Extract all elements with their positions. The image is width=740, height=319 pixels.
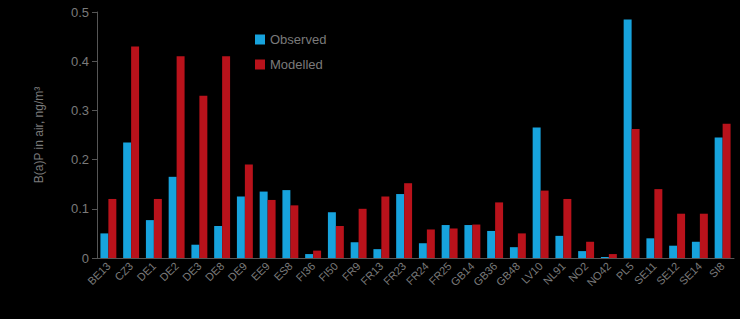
svg-text:0.2: 0.2 bbox=[71, 152, 89, 167]
svg-text:NO2: NO2 bbox=[565, 259, 591, 285]
svg-text:ES8: ES8 bbox=[271, 260, 294, 283]
svg-text:SE14: SE14 bbox=[677, 260, 704, 287]
svg-text:EE9: EE9 bbox=[249, 260, 272, 283]
svg-text:GB36: GB36 bbox=[471, 260, 499, 288]
svg-text:PL5: PL5 bbox=[613, 259, 636, 283]
svg-text:DE2: DE2 bbox=[157, 260, 181, 284]
svg-text:Observed: Observed bbox=[270, 32, 326, 47]
svg-text:GB48: GB48 bbox=[494, 260, 522, 288]
svg-text:CZ3: CZ3 bbox=[112, 260, 135, 283]
svg-text:NO42: NO42 bbox=[584, 260, 613, 289]
svg-text:FI50: FI50 bbox=[316, 260, 340, 284]
svg-text:FI36: FI36 bbox=[293, 260, 317, 284]
svg-text:SE11: SE11 bbox=[632, 260, 659, 287]
svg-text:BE13: BE13 bbox=[85, 260, 112, 287]
svg-text:Modelled: Modelled bbox=[270, 57, 323, 72]
svg-text:LV10: LV10 bbox=[519, 260, 545, 286]
svg-text:FR23: FR23 bbox=[381, 260, 408, 287]
svg-text:SI8: SI8 bbox=[707, 260, 727, 280]
svg-text:SE12: SE12 bbox=[654, 260, 681, 287]
svg-text:NL91: NL91 bbox=[541, 260, 568, 287]
svg-text:0.3: 0.3 bbox=[71, 103, 89, 118]
svg-text:DE1: DE1 bbox=[135, 260, 159, 284]
svg-text:DE9: DE9 bbox=[226, 260, 250, 284]
svg-text:FR24: FR24 bbox=[404, 260, 431, 287]
svg-text:FR13: FR13 bbox=[358, 260, 385, 287]
svg-text:0: 0 bbox=[82, 251, 89, 266]
svg-text:0.4: 0.4 bbox=[71, 54, 89, 69]
svg-text:FR9: FR9 bbox=[339, 259, 363, 283]
svg-text:B(a)P in air, ng/m³: B(a)P in air, ng/m³ bbox=[32, 87, 46, 183]
svg-text:FR25: FR25 bbox=[426, 260, 453, 287]
svg-text:0.5: 0.5 bbox=[71, 5, 89, 20]
svg-text:0.1: 0.1 bbox=[71, 201, 89, 216]
svg-text:DE8: DE8 bbox=[203, 260, 227, 284]
svg-text:GB14: GB14 bbox=[448, 260, 476, 288]
svg-text:DE3: DE3 bbox=[180, 260, 204, 284]
